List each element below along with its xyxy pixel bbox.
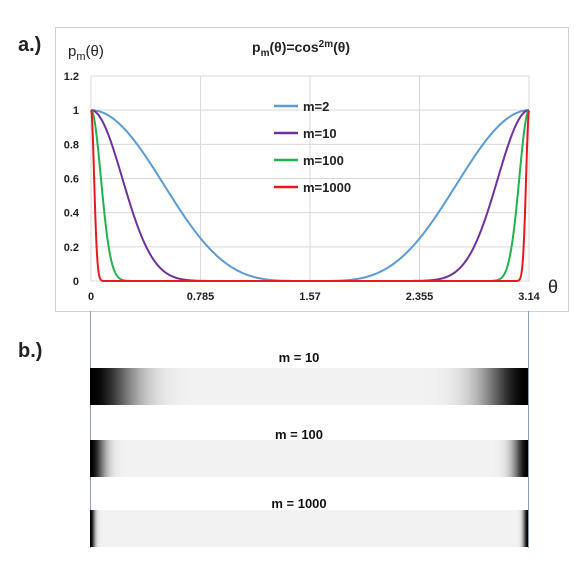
intensity-bar-m100 [90, 440, 528, 477]
y-tick-label: 1 [73, 105, 79, 117]
intensity-bar-m1000 [90, 510, 528, 547]
legend-entry: m=2 [303, 99, 329, 114]
y-tick-label: 0.6 [64, 174, 79, 186]
bar-title-m1000: m = 1000 [271, 496, 327, 511]
guide-line-right [528, 311, 529, 548]
y-tick-label: 0.2 [64, 242, 79, 254]
legend-entry: m=10 [303, 126, 337, 141]
x-tick-label: 0 [88, 291, 94, 303]
bar-title-m100: m = 100 [274, 427, 324, 442]
intensity-bar-m10 [90, 368, 528, 405]
x-axis-label: θ [548, 277, 558, 297]
x-tick-label: 3.14 [518, 291, 540, 303]
bar-title-m10: m = 10 [278, 350, 320, 365]
chart-title: pm(θ)=cos2m(θ) [252, 39, 350, 59]
y-axis-label: pm(θ) [68, 43, 104, 63]
y-tick-label: 0.4 [64, 208, 80, 220]
x-tick-label: 1.57 [299, 291, 320, 303]
legend-entry: m=100 [303, 153, 344, 168]
legend-entry: m=1000 [303, 180, 351, 195]
series-line-m-1000 [90, 109, 530, 282]
x-tick-label: 0.785 [187, 291, 215, 303]
y-tick-label: 1.2 [64, 71, 79, 83]
panel-b-label: b.) [18, 340, 43, 362]
chart-frame: 0 0.2 0.4 0.6 0.8 1 1.2 0 0.785 1.57 2.355 3.14 θ pm(… [55, 27, 569, 312]
y-tick-label: 0 [73, 276, 79, 288]
panel-a-label: a.) [18, 34, 42, 56]
guide-line-left [90, 311, 91, 548]
line-chart: 0 0.2 0.4 0.6 0.8 1 1.2 0 0.785 1.57 2.355 3.14 θ pm(… [64, 39, 558, 303]
x-tick-label: 2.355 [406, 291, 434, 303]
y-tick-label: 0.8 [64, 139, 79, 151]
